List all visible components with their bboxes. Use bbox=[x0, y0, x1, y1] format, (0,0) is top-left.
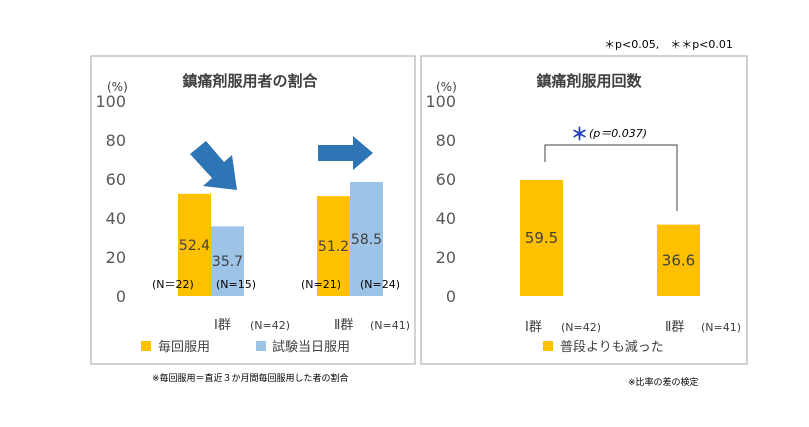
chart-left-ytick-20: 20 bbox=[106, 248, 126, 267]
significance-star-icon: ＊ bbox=[571, 125, 588, 145]
bar-g1-shiken bbox=[211, 226, 244, 296]
chart-right-frame bbox=[420, 55, 748, 365]
n-label-g1-shiken: (N=15) bbox=[216, 278, 256, 291]
chart-right-category-1-n: (N=42) bbox=[561, 321, 601, 334]
chart-right-category-2-n: (N=41) bbox=[701, 321, 741, 334]
legend-label-maikai: 毎回服用 bbox=[158, 339, 210, 355]
chart-right-ytick-100: 100 bbox=[425, 92, 456, 111]
chart-left-ytick-60: 60 bbox=[106, 170, 126, 189]
chart-right-ytick-0: 0 bbox=[446, 287, 456, 306]
chart-right-legend: 普段よりも減った bbox=[543, 339, 664, 355]
chart-right-yaxis-unit: (%) bbox=[436, 80, 457, 94]
legend-swatch-decreased bbox=[543, 341, 553, 351]
significance-p-value: (p＝0.037) bbox=[589, 127, 647, 140]
bar-g2-shiken bbox=[350, 181, 383, 296]
chart-left-category-1-n: (N=42) bbox=[250, 319, 290, 332]
bar-label-g1-decreased: 59.5 bbox=[525, 229, 558, 247]
chart-left-ytick-100: 100 bbox=[95, 92, 126, 111]
bar-label-g1-maikai: 52.4 bbox=[179, 238, 210, 254]
chart-right-category-1: Ⅰ群 bbox=[525, 320, 542, 335]
chart-right-title: 鎮痛剤服用回数 bbox=[536, 72, 642, 90]
chart-left-category-2: Ⅱ群 bbox=[334, 318, 353, 333]
bar-label-g1-shiken: 35.7 bbox=[212, 254, 243, 270]
chart-right-ytick-80: 80 bbox=[436, 131, 456, 150]
n-label-g2-maikai: (N=21) bbox=[301, 278, 341, 291]
chart-right-bars bbox=[520, 179, 700, 296]
chart-left-ytick-40: 40 bbox=[106, 209, 126, 228]
legend-swatch-maikai bbox=[141, 341, 151, 351]
chart-left-value-labels: 52.4 35.7 51.2 58.5 bbox=[179, 232, 382, 270]
chart-left-legend: 毎回服用 試験当日服用 bbox=[141, 339, 350, 355]
chart-left-ytick-80: 80 bbox=[106, 131, 126, 150]
chart-left-y-ticks: 0 20 40 60 80 100 bbox=[95, 92, 126, 306]
chart-left-title: 鎮痛剤服用者の割合 bbox=[182, 72, 318, 90]
chart-left-yaxis-unit: (%) bbox=[107, 80, 128, 94]
bar-label-g2-maikai: 51.2 bbox=[318, 239, 349, 255]
chart-left: 鎮痛剤服用者の割合 (%) 0 20 40 60 80 100 52.4 35.… bbox=[90, 55, 416, 365]
legend-label-decreased: 普段よりも減った bbox=[560, 339, 664, 355]
chart-left-footnote: ※毎回服用＝直近３か月間毎回服用した者の割合 bbox=[152, 372, 349, 384]
bar-label-g2-decreased: 36.6 bbox=[662, 252, 695, 270]
n-label-g1-maikai: (N＝22) bbox=[152, 278, 194, 291]
chart-right-value-labels: 59.5 36.6 bbox=[525, 229, 695, 269]
bar-g2-decreased bbox=[657, 224, 700, 296]
legend-swatch-shiken bbox=[256, 341, 266, 351]
down-right-arrow-icon bbox=[190, 141, 237, 190]
chart-left-category-1: Ⅰ群 bbox=[214, 318, 231, 333]
chart-right-ytick-60: 60 bbox=[436, 170, 456, 189]
chart-right-y-ticks: 0 20 40 60 80 100 bbox=[425, 92, 456, 306]
chart-left-ytick-0: 0 bbox=[116, 287, 126, 306]
n-label-g2-shiken: (N=24) bbox=[360, 278, 400, 291]
chart-left-bars bbox=[178, 181, 383, 296]
chart-right-ytick-40: 40 bbox=[436, 209, 456, 228]
bar-g2-maikai bbox=[317, 196, 350, 296]
right-arrow-icon bbox=[318, 136, 373, 170]
chart-right-footnote: ※比率の差の検定 bbox=[628, 376, 699, 388]
bar-g1-decreased bbox=[520, 179, 563, 296]
bar-g1-maikai bbox=[178, 193, 211, 296]
chart-right: 鎮痛剤服用回数 (%) 0 20 40 60 80 100 59.5 36.6 … bbox=[420, 55, 748, 365]
legend-label-shiken: 試験当日服用 bbox=[272, 339, 350, 355]
chart-left-category-2-n: (N=41) bbox=[370, 319, 410, 332]
bar-label-g2-shiken: 58.5 bbox=[351, 232, 382, 248]
chart-right-category-2: Ⅱ群 bbox=[665, 320, 684, 335]
significance-note: ＊p<0.05, ＊＊p<0.01 bbox=[604, 38, 733, 51]
chart-right-ytick-20: 20 bbox=[436, 248, 456, 267]
significance-bracket bbox=[544, 144, 678, 211]
